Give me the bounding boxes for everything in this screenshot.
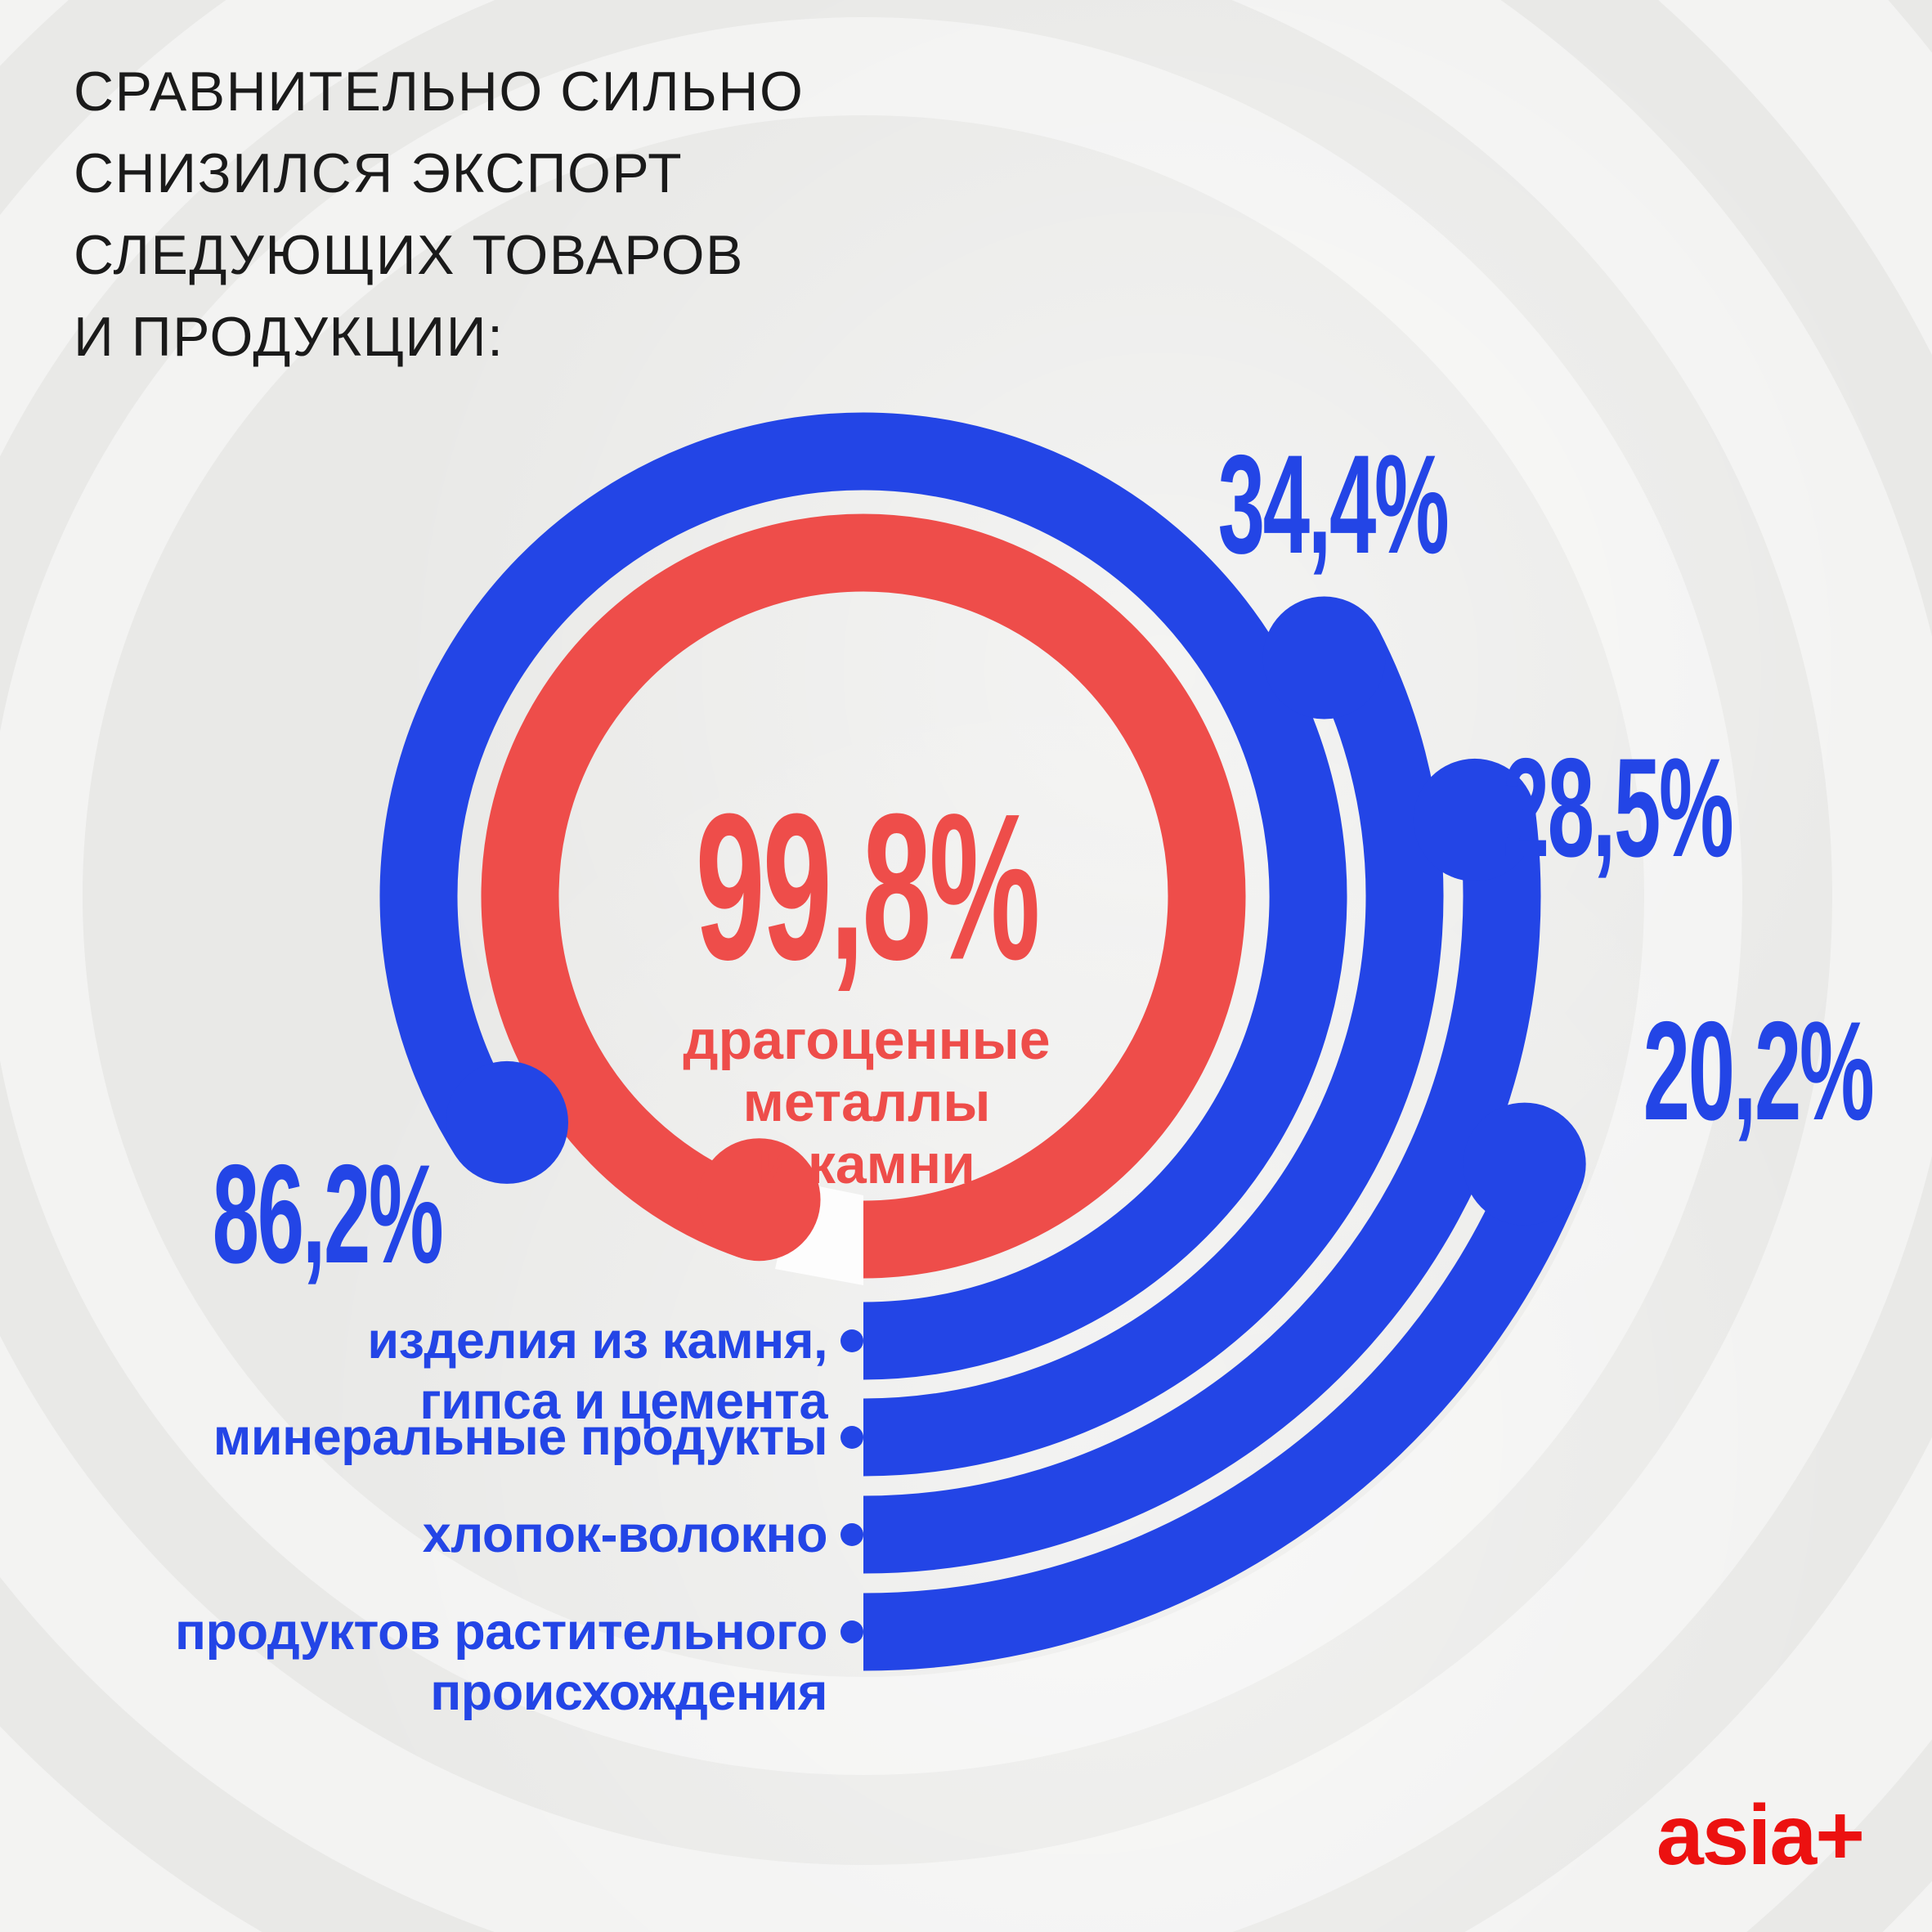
title-line: И ПРОДУКЦИИ: xyxy=(74,306,504,368)
label-connector-dot xyxy=(840,1620,863,1643)
label-connector-dot xyxy=(840,1523,863,1546)
category-label-line: минеральные продукты xyxy=(213,1409,828,1466)
category-label-mineral-products: минеральные продукты xyxy=(213,1407,828,1468)
center-value-precious-metals: 99,8% xyxy=(695,770,1041,1004)
category-label-line: хлопок-волокно xyxy=(422,1506,828,1563)
category-label-cotton-fiber: хлопок-волокно xyxy=(422,1504,828,1565)
value-label-stone-gypsum-cement: 86,2% xyxy=(212,1136,444,1293)
value-label-plant-products: 20,2% xyxy=(1643,993,1875,1150)
page-title: СРАВНИТЕЛЬНО СИЛЬНО СНИЗИЛСЯ ЭКСПОРТ СЛЕ… xyxy=(74,51,804,378)
value-label-cotton-fiber: 28,5% xyxy=(1502,729,1734,886)
label-connector-dot xyxy=(840,1329,863,1352)
category-label-line: продуктов растительного xyxy=(175,1603,827,1661)
center-category-line: и камни xyxy=(758,1133,975,1195)
label-connector-dot xyxy=(840,1426,863,1449)
title-line: СНИЗИЛСЯ ЭКСПОРТ xyxy=(74,142,684,204)
category-label-line: гипса и цемента xyxy=(419,1373,827,1430)
center-category-line: драгоценные xyxy=(683,1009,1051,1071)
title-line: СРАВНИТЕЛЬНО СИЛЬНО xyxy=(74,61,805,123)
category-label-stone-gypsum-cement: изделия из камня, гипса и цемента xyxy=(367,1311,827,1432)
category-label-line: происхождения xyxy=(430,1664,827,1721)
title-line: СЛЕДУЮЩИХ ТОВАРОВ xyxy=(74,224,744,286)
value-label-mineral-products: 34,4% xyxy=(1217,426,1450,583)
category-label-plant-products: продуктов растительного происхождения xyxy=(175,1602,827,1723)
center-category-name: драгоценные металлы и камни xyxy=(683,1009,1050,1195)
asia-plus-logo: asia+ xyxy=(1656,1788,1865,1883)
category-label-line: изделия из камня, xyxy=(367,1312,827,1369)
center-category-line: металлы xyxy=(742,1071,991,1133)
